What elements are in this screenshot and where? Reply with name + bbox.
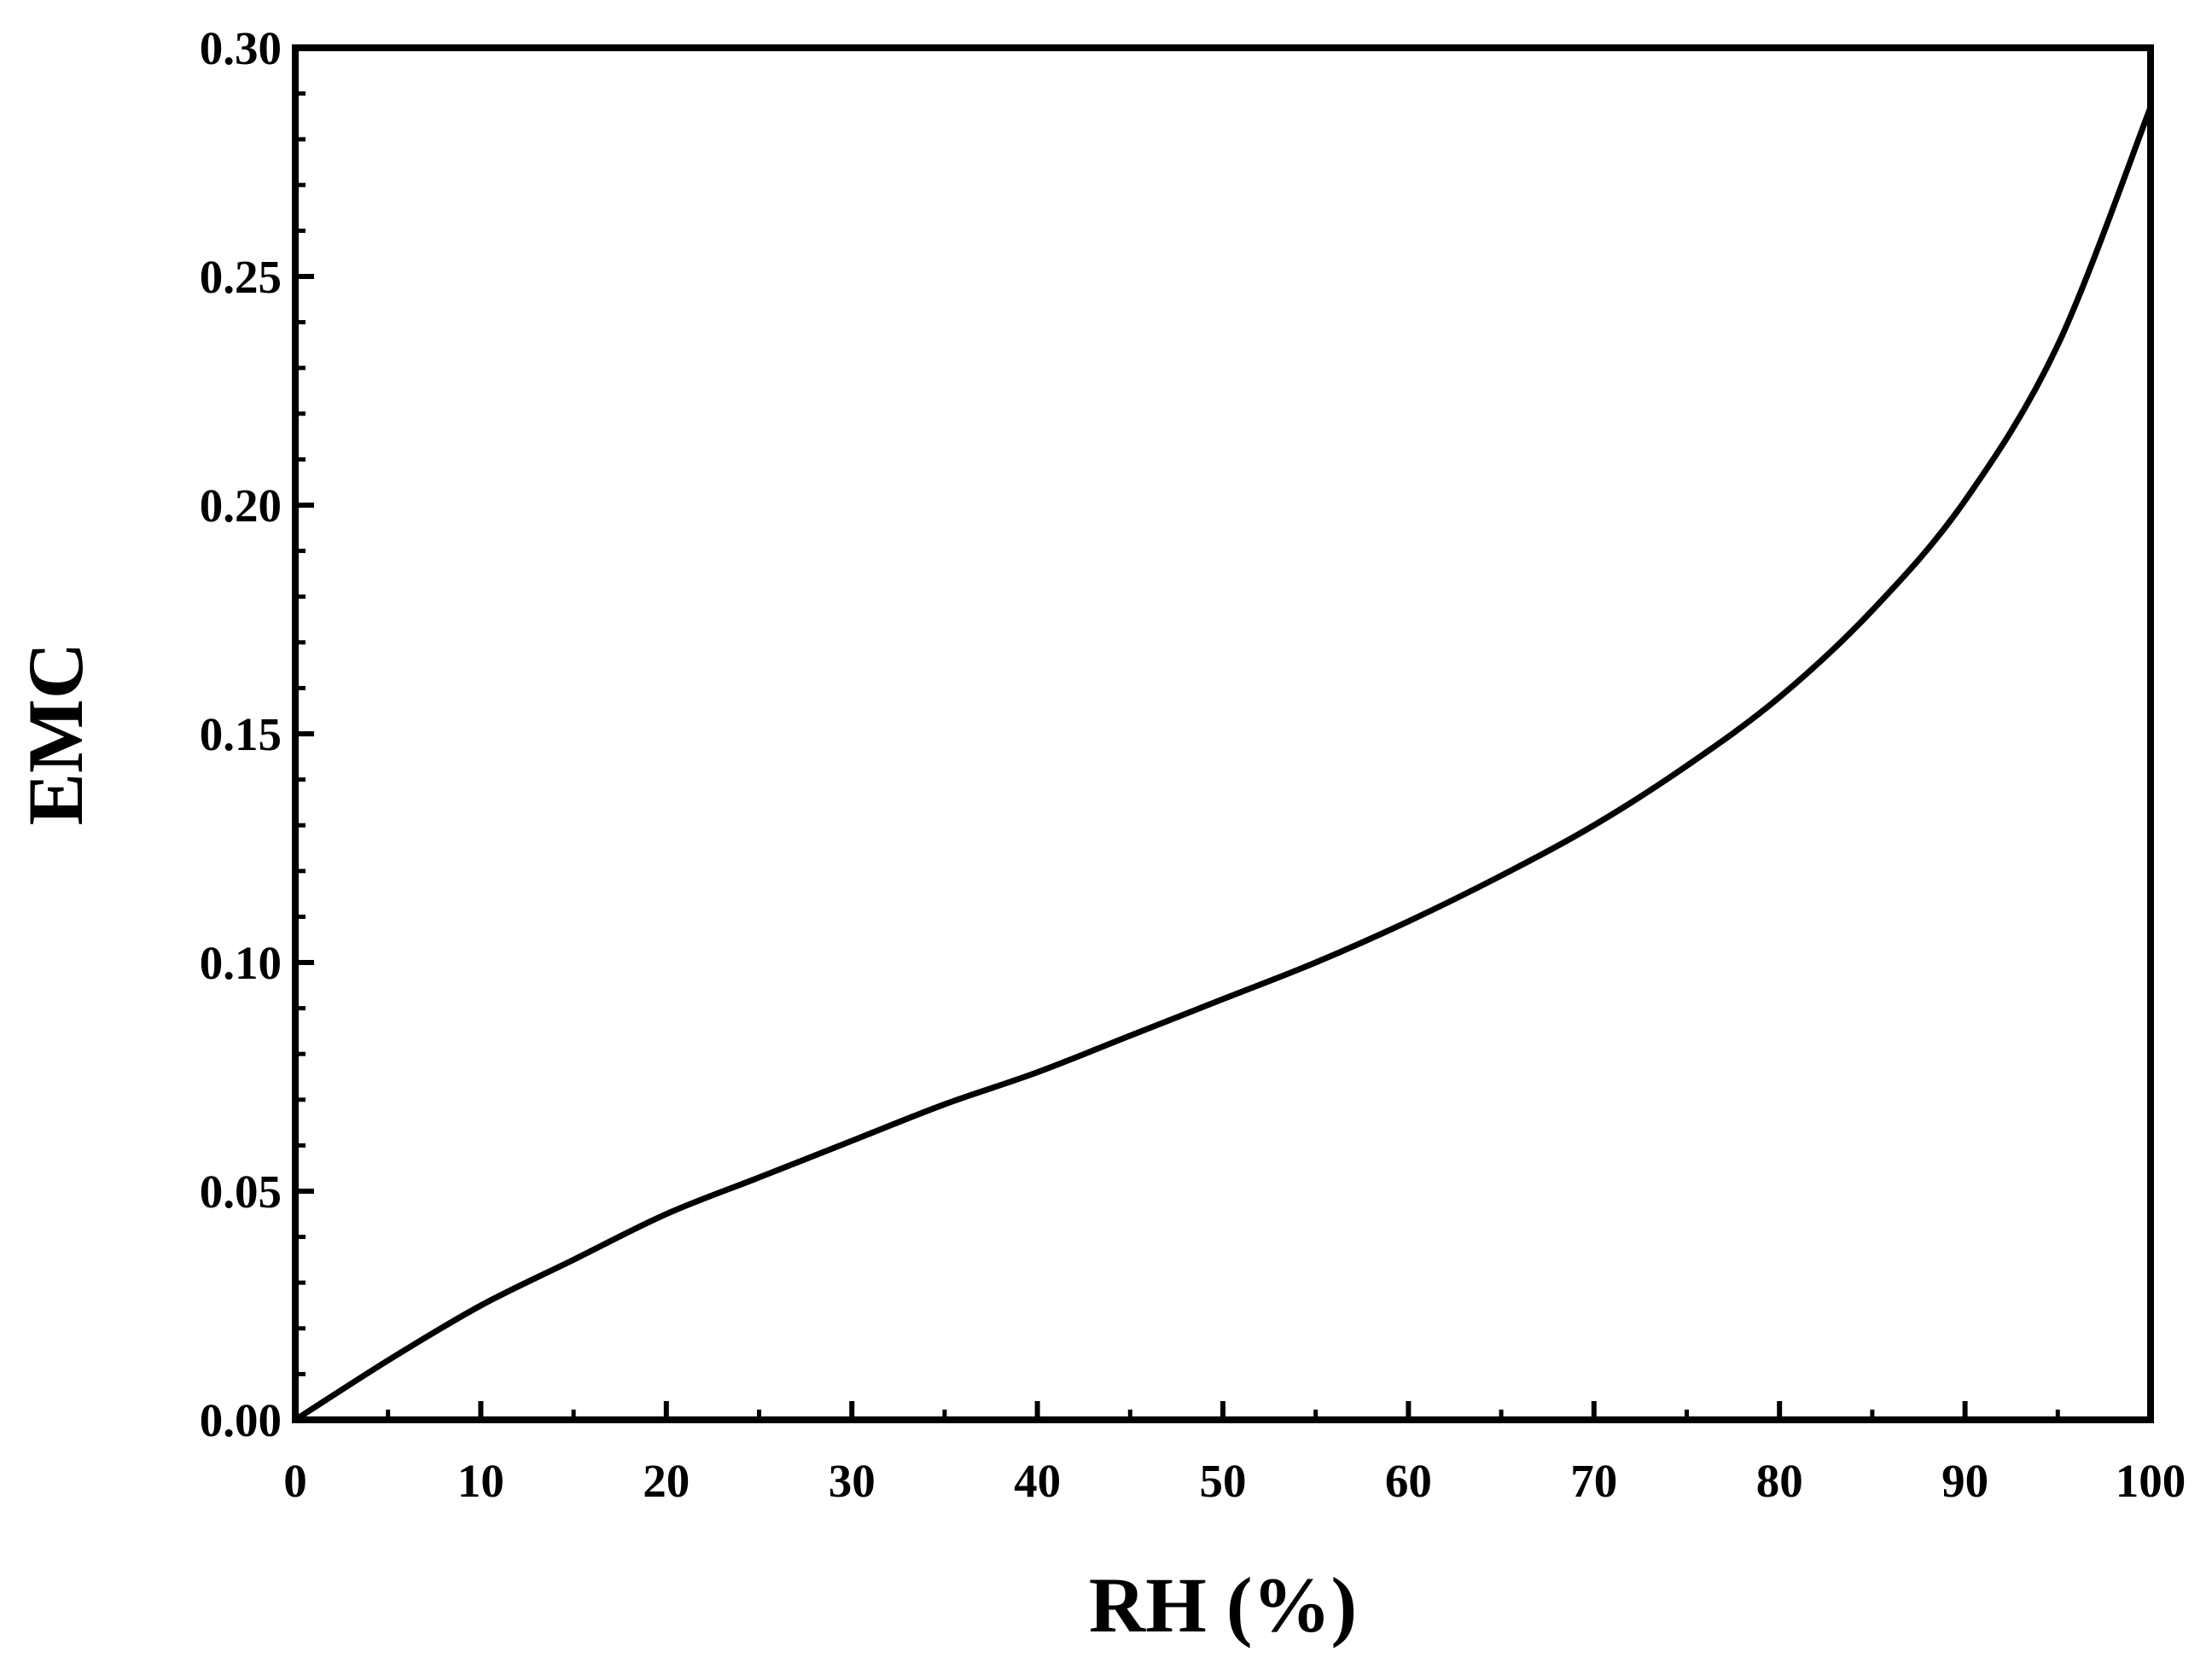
x-tick-label: 20 bbox=[643, 1455, 690, 1507]
line-layer bbox=[292, 104, 2154, 1423]
x-tick-label: 40 bbox=[1014, 1455, 1061, 1507]
x-tick-label: 10 bbox=[457, 1455, 504, 1507]
y-tick-label: 0.00 bbox=[200, 1394, 282, 1446]
x-tick-label: 0 bbox=[283, 1455, 307, 1507]
x-tick-label: 50 bbox=[1200, 1455, 1247, 1507]
x-tick-label: 80 bbox=[1756, 1455, 1803, 1507]
y-tick-label: 0.20 bbox=[200, 480, 282, 532]
x-tick-label: 60 bbox=[1385, 1455, 1432, 1507]
x-axis-title: RH (%) bbox=[1089, 1561, 1357, 1649]
y-tick-label: 0.15 bbox=[200, 708, 282, 760]
x-tick-label: 30 bbox=[829, 1455, 876, 1507]
emc-curve bbox=[292, 104, 2154, 1423]
y-tick-label: 0.05 bbox=[200, 1166, 282, 1218]
y-tick-label: 0.30 bbox=[200, 22, 282, 74]
x-tick-label: 90 bbox=[1941, 1455, 1988, 1507]
plot-frame bbox=[292, 44, 2154, 1423]
y-tick-label: 0.25 bbox=[200, 251, 282, 303]
x-tick-label: 70 bbox=[1570, 1455, 1617, 1507]
y-axis-title: EMC bbox=[12, 643, 99, 826]
labels-layer: 0 10 20 30 40 50 60 70 80 90 100 0.00 0.05 0.10 0.15 0.… bbox=[200, 22, 2186, 1507]
x-tick-label: 100 bbox=[2116, 1455, 2186, 1507]
y-tick-label: 0.10 bbox=[200, 937, 282, 989]
